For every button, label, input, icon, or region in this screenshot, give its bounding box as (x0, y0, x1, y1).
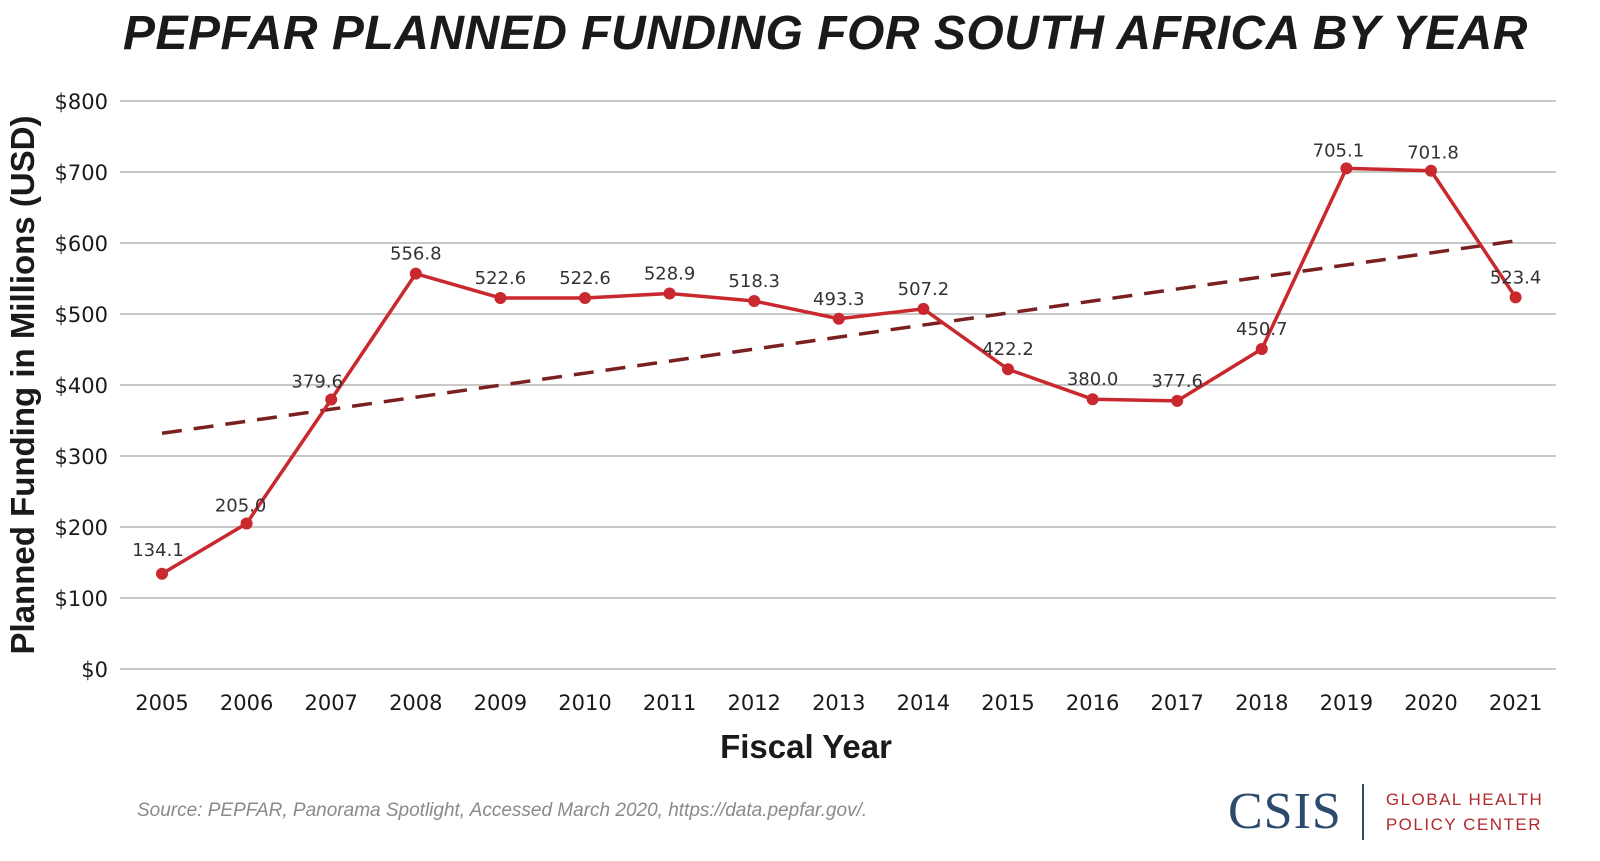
y-tick-label: $800 (55, 90, 108, 114)
trend-line (161, 239, 1516, 436)
data-label: 705.1 (1313, 140, 1365, 161)
csis-logo: CSIS GLOBAL HEALTH POLICY CENTER (1228, 782, 1543, 842)
y-axis-ticks: $0 $100 $200 $300 $400 $500 $600 $700 $800 (55, 90, 108, 682)
data-label: 450.7 (1236, 319, 1288, 340)
y-axis-title: Planned Funding in Millions (USD) (4, 116, 41, 655)
data-label: 518.3 (728, 271, 780, 292)
x-tick-label: 2008 (389, 691, 442, 715)
data-point (748, 295, 761, 308)
x-axis-title: Fiscal Year (720, 728, 892, 765)
x-tick-label: 2018 (1235, 691, 1288, 715)
logo-subtitle: GLOBAL HEALTH POLICY CENTER (1386, 787, 1543, 837)
logo-subtitle-line1: GLOBAL HEALTH (1385, 790, 1544, 809)
x-tick-label: 2020 (1404, 691, 1457, 715)
data-label: 493.3 (813, 289, 865, 310)
logo-wordmark: CSIS (1228, 783, 1342, 840)
x-tick-label: 2014 (897, 691, 950, 715)
x-tick-label: 2019 (1320, 691, 1373, 715)
data-point (240, 517, 253, 530)
data-points (156, 162, 1522, 580)
chart-title: PEPFAR PLANNED FUNDING FOR SOUTH AFRICA … (123, 7, 1528, 60)
logo-subtitle-line2: POLICY CENTER (1385, 815, 1543, 834)
y-tick-label: $500 (55, 303, 108, 327)
data-point (1340, 162, 1353, 175)
x-tick-label: 2005 (135, 691, 188, 715)
data-label: 556.8 (390, 244, 442, 265)
x-tick-label: 2007 (304, 691, 357, 715)
data-point (1086, 393, 1099, 406)
x-tick-label: 2017 (1150, 691, 1203, 715)
data-point (832, 312, 845, 325)
data-label: 507.2 (898, 279, 950, 300)
data-point (1255, 343, 1268, 356)
x-tick-label: 2006 (220, 691, 273, 715)
data-label: 377.6 (1151, 371, 1203, 392)
data-label: 422.2 (982, 339, 1034, 360)
y-tick-label: $700 (55, 161, 108, 185)
source-note: Source: PEPFAR, Panorama Spotlight, Acce… (137, 800, 868, 821)
data-label: 522.6 (559, 268, 611, 289)
data-point (663, 287, 676, 300)
data-label: 522.6 (475, 268, 527, 289)
data-point (1509, 291, 1522, 304)
y-tick-label: $0 (81, 658, 108, 682)
y-tick-label: $200 (55, 516, 108, 540)
data-label: 380.0 (1067, 369, 1119, 390)
data-point (1425, 164, 1437, 177)
logo-divider (1361, 784, 1364, 840)
data-label: 523.4 (1490, 267, 1542, 288)
data-point (494, 291, 507, 304)
x-tick-label: 2021 (1489, 691, 1542, 715)
y-tick-label: $300 (55, 445, 108, 469)
x-tick-label: 2010 (558, 691, 611, 715)
data-labels: 134.1 205.0 379.6 556.8 522.6 522.6 528.9 518.3… (132, 140, 1541, 560)
x-tick-label: 2011 (643, 691, 696, 715)
data-label: 528.9 (644, 263, 696, 284)
y-tick-label: $600 (55, 232, 108, 256)
x-tick-label: 2012 (727, 691, 780, 715)
y-tick-label: $400 (55, 374, 108, 398)
data-point (156, 567, 168, 580)
y-tick-label: $100 (55, 587, 108, 611)
x-tick-label: 2013 (812, 691, 865, 715)
data-point (917, 302, 930, 315)
data-label: 379.6 (291, 371, 343, 392)
series-line (161, 166, 1518, 576)
data-label: 134.1 (132, 540, 184, 561)
x-tick-label: 2016 (1066, 691, 1119, 715)
data-label: 205.0 (215, 495, 267, 516)
data-point (409, 267, 422, 280)
data-point (1002, 363, 1014, 376)
x-axis-ticks: 2005 2006 2007 2008 2009 2010 2011 2012 2013 2014… (135, 691, 1542, 715)
data-point (325, 393, 338, 406)
data-point (579, 291, 591, 304)
x-tick-label: 2009 (474, 691, 527, 715)
data-point (1171, 394, 1184, 407)
data-label: 701.8 (1407, 143, 1459, 164)
x-tick-label: 2015 (981, 691, 1034, 715)
